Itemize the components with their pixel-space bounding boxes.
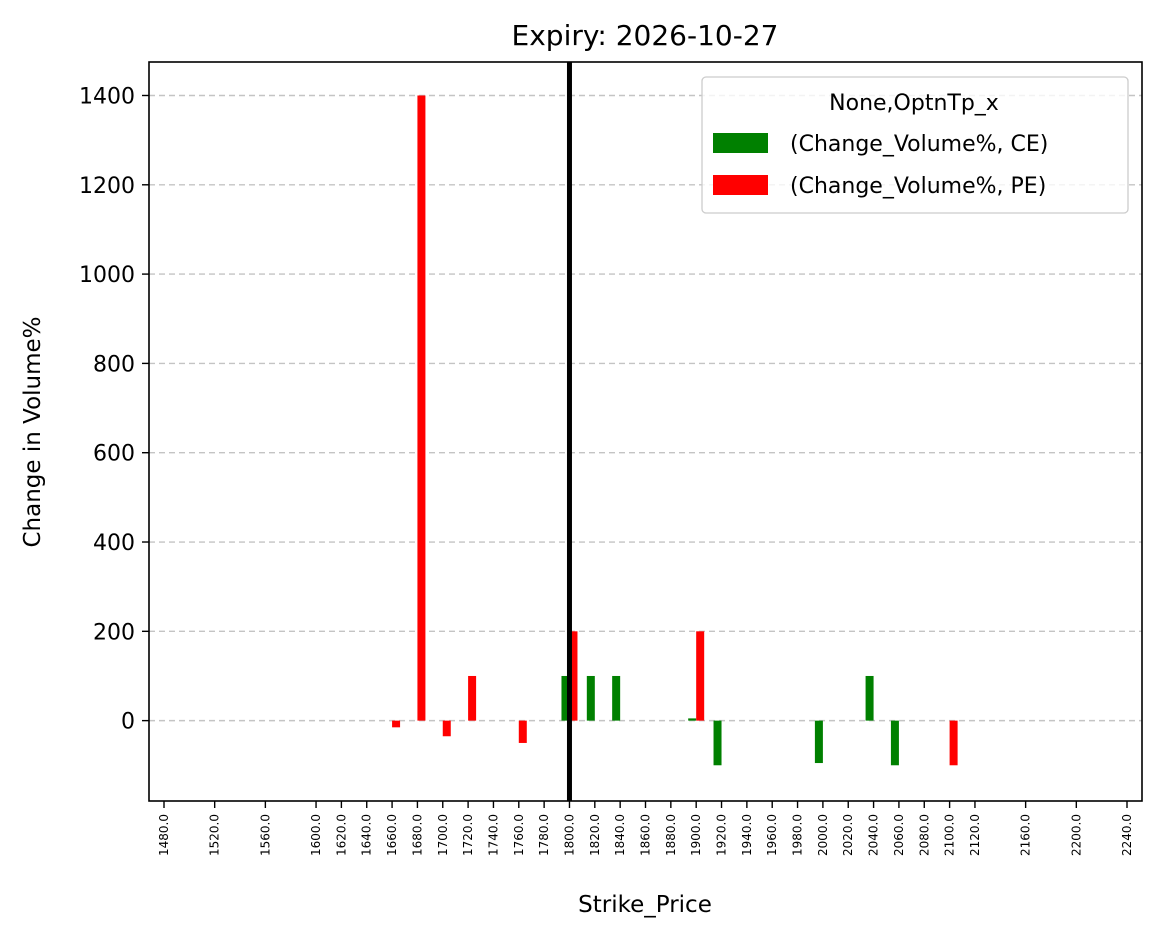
bar-pe	[417, 95, 426, 721]
legend-box	[701, 76, 1129, 214]
x-tick-label: 2240.0	[1120, 814, 1134, 856]
x-axis: 1480.0 1520.0 1560.0 1600.0 1620.0 1640.0 1660…	[157, 801, 1134, 856]
bar-pe	[468, 675, 477, 721]
bar-ce	[865, 675, 874, 721]
x-tick-label: 1740.0	[486, 814, 500, 856]
x-tick-label: 1760.0	[512, 814, 526, 856]
legend-swatch-pe	[713, 175, 768, 195]
x-tick-label: 2160.0	[1019, 814, 1033, 856]
bar-pe	[949, 720, 958, 766]
bar-pe	[442, 720, 451, 737]
x-tick-label: 1480.0	[157, 814, 171, 856]
x-tick-label: 2040.0	[867, 814, 881, 856]
x-tick-label: 1960.0	[765, 814, 779, 856]
legend-label-pe: (Change_Volume%, PE)	[790, 174, 1046, 199]
x-tick-label: 2200.0	[1069, 814, 1083, 856]
chart-title: Expiry: 2026-10-27	[512, 19, 779, 52]
bars	[392, 95, 958, 766]
x-tick-label: 1560.0	[258, 814, 272, 856]
x-tick-label: 1840.0	[613, 814, 627, 856]
x-axis-label: Strike_Price	[578, 892, 712, 918]
bar-ce	[814, 720, 823, 764]
x-tick-label: 1980.0	[791, 814, 805, 856]
legend-title: None,OptnTp_x	[829, 91, 999, 116]
bar-ce	[890, 720, 899, 766]
legend: None,OptnTp_x (Change_Volume%, CE) (Chan…	[701, 76, 1129, 214]
x-tick-label: 1880.0	[664, 814, 678, 856]
x-tick-label: 1820.0	[588, 814, 602, 856]
y-tick-label: 1400	[79, 84, 135, 109]
y-tick-label: 1000	[79, 263, 135, 288]
y-tick-label: 600	[93, 442, 135, 467]
y-tick-label: 400	[93, 531, 135, 556]
x-tick-label: 1600.0	[309, 814, 323, 856]
legend-label-ce: (Change_Volume%, CE)	[790, 132, 1048, 157]
x-tick-label: 2120.0	[968, 814, 982, 856]
x-tick-label: 1700.0	[436, 814, 450, 856]
x-tick-label: 2080.0	[917, 814, 931, 856]
bar-ce	[713, 720, 722, 766]
x-tick-label: 1520.0	[208, 814, 222, 856]
y-tick-label: 200	[93, 620, 135, 645]
x-tick-label: 1940.0	[740, 814, 754, 856]
y-axis-label: Change in Volume%	[20, 316, 46, 547]
x-tick-label: 1660.0	[385, 814, 399, 856]
y-tick-label: 0	[121, 710, 135, 735]
x-tick-label: 2100.0	[943, 814, 957, 856]
bar-pe	[518, 720, 527, 743]
y-tick-label: 1200	[79, 174, 135, 199]
bar-ce	[688, 718, 697, 721]
bar-pe	[569, 631, 578, 721]
x-tick-label: 1780.0	[537, 814, 551, 856]
bar-ce	[586, 675, 595, 721]
x-tick-label: 2020.0	[841, 814, 855, 856]
x-tick-label: 1900.0	[689, 814, 703, 856]
y-axis: 0 200 400 600 800 1000 1200 1400	[79, 84, 149, 735]
bar-ce	[561, 675, 570, 721]
grid-lines	[149, 94, 1142, 722]
bar-ce	[612, 675, 621, 721]
x-tick-label: 1640.0	[360, 814, 374, 856]
legend-swatch-ce	[713, 133, 768, 153]
x-tick-label: 2000.0	[816, 814, 830, 856]
x-tick-label: 1720.0	[461, 814, 475, 856]
x-tick-label: 1860.0	[639, 814, 653, 856]
y-tick-label: 800	[93, 352, 135, 377]
x-tick-label: 1800.0	[562, 814, 576, 856]
x-tick-label: 1620.0	[334, 814, 348, 856]
bar-pe	[696, 631, 705, 721]
x-tick-label: 1680.0	[410, 814, 424, 856]
x-tick-label: 2060.0	[892, 814, 906, 856]
x-tick-label: 1920.0	[715, 814, 729, 856]
bar-pe	[392, 720, 401, 728]
